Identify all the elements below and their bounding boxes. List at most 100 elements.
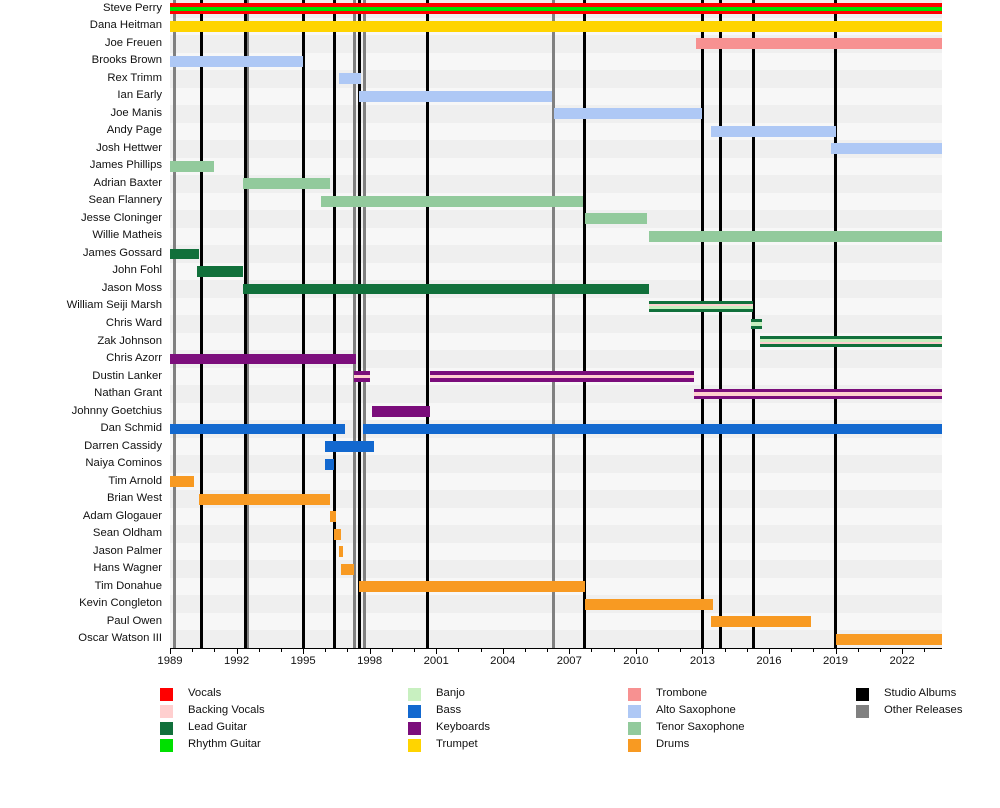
timeline-bar	[196, 266, 244, 277]
member-name-label: Tim Arnold	[108, 474, 162, 487]
row-band	[170, 87, 942, 106]
other-release-marker	[362, 0, 366, 648]
timeline-bar	[170, 160, 215, 172]
timeline-bar	[429, 374, 694, 379]
legend-item-label: Keyboards	[436, 721, 491, 733]
legend-swatch-icon	[160, 688, 173, 701]
legend-item-label: Drums	[656, 738, 690, 750]
member-name-label: Adrian Baxter	[93, 176, 162, 189]
timeline-bar	[751, 322, 763, 326]
timeline-bar	[170, 55, 304, 67]
legend-item-label: Bass	[436, 704, 462, 716]
studio-album-marker	[199, 0, 203, 648]
axis-tick	[569, 648, 571, 654]
axis-tick	[502, 648, 504, 654]
member-name-label: Josh Hettwer	[96, 141, 162, 154]
member-name-label: Nathan Grant	[94, 387, 162, 400]
timeline-bar	[170, 248, 199, 260]
timeline-bar	[751, 318, 763, 323]
axis-tick-label: 2013	[689, 655, 715, 667]
axis-tick	[857, 648, 859, 652]
row-band	[170, 315, 942, 333]
axis-tick	[613, 648, 615, 652]
legend-swatch-icon	[628, 705, 641, 718]
row-band	[170, 210, 942, 228]
legend-swatch-icon	[160, 739, 173, 752]
timeline-bar	[693, 388, 942, 393]
row-band	[170, 402, 942, 421]
legend-item-label: Alto Saxophone	[656, 704, 736, 716]
studio-album-marker	[718, 0, 722, 648]
timeline-bar	[338, 73, 361, 85]
axis-tick	[835, 648, 837, 654]
member-name-label: Brian West	[106, 492, 162, 505]
member-name-label: Hans Wagner	[93, 562, 162, 575]
axis-tick-label: 2001	[423, 655, 449, 667]
row-band	[170, 630, 942, 648]
row-band	[170, 245, 942, 263]
legend-swatch-icon	[856, 705, 869, 718]
member-name-label: Jason Palmer	[92, 544, 162, 557]
studio-album-marker	[332, 0, 336, 648]
timeline-bar	[170, 476, 195, 488]
legend-swatch-icon	[160, 722, 173, 735]
axis-tick	[524, 648, 526, 652]
legend-swatch-icon	[160, 705, 173, 718]
timeline-bar	[429, 371, 694, 375]
axis-tick-label: 2022	[889, 655, 915, 667]
axis-tick	[214, 648, 216, 652]
axis-line	[170, 648, 942, 649]
other-release-marker	[172, 0, 176, 648]
legend-swatch-icon	[408, 688, 421, 701]
axis-tick-label: 2007	[556, 655, 582, 667]
timeline-bar	[649, 303, 754, 307]
axis-tick	[258, 648, 260, 652]
timeline-bar	[760, 338, 942, 342]
timeline-bar	[711, 125, 836, 137]
timeline-bar	[835, 633, 942, 645]
other-release-marker	[246, 0, 250, 648]
timeline-bar	[831, 143, 942, 155]
member-name-label: Paul Owen	[106, 614, 162, 627]
member-name-label: Rex Trimm	[107, 71, 162, 84]
axis-tick	[702, 648, 704, 654]
timeline-plot-area	[170, 0, 942, 648]
legend-item-label: Backing Vocals	[188, 704, 265, 716]
timeline-bar	[649, 231, 942, 242]
studio-album-marker	[301, 0, 305, 648]
member-name-label: Johnny Goetchius	[71, 404, 162, 417]
member-name-label: Ian Early	[117, 89, 162, 102]
timeline-bar	[354, 374, 370, 379]
axis-tick	[480, 648, 482, 652]
member-name-label: William Seiji Marsh	[66, 299, 162, 312]
timeline-bar	[760, 336, 942, 339]
member-name-label: Adam Glogauer	[82, 509, 162, 522]
row-band	[170, 507, 942, 526]
member-name-label: Andy Page	[106, 124, 162, 137]
timeline-bar	[325, 441, 375, 452]
axis-tick	[591, 648, 593, 652]
row-band	[170, 70, 942, 88]
axis-tick	[902, 648, 904, 654]
legend-item-label: Rhythm Guitar	[188, 738, 261, 750]
timeline-bar	[170, 10, 942, 15]
axis-tick-label: 2019	[822, 655, 849, 667]
axis-tick	[724, 648, 726, 652]
axis-tick	[170, 648, 171, 654]
timeline-bar	[329, 511, 337, 523]
row-band	[170, 437, 942, 456]
member-name-label: Jason Moss	[101, 281, 162, 294]
member-name-label: Jesse Cloninger	[80, 211, 162, 224]
member-name-label: James Gossard	[82, 246, 162, 259]
legend-swatch-icon	[628, 688, 641, 701]
member-name-label: Kevin Congleton	[79, 597, 162, 610]
axis-tick	[325, 648, 327, 652]
axis-tick	[236, 648, 238, 654]
chart-legend: Vocals Backing Vocals Lead Guitar Rhythm Gu…	[0, 686, 1000, 766]
timeline-bar	[695, 38, 942, 50]
member-name-label: Sean Oldham	[92, 527, 162, 540]
timeline-bar	[358, 90, 552, 102]
axis-tick	[813, 648, 815, 652]
timeline-bar	[760, 344, 942, 347]
